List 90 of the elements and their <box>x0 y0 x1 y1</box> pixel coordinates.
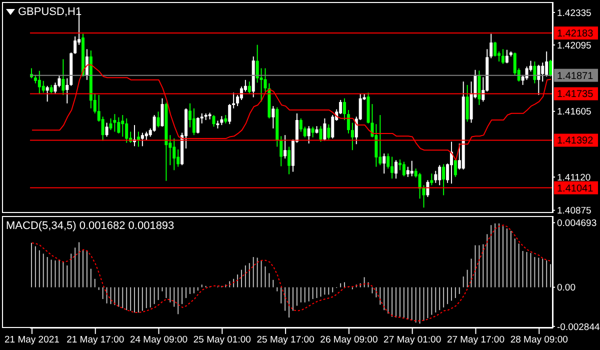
ref-line-label: 1.41041 <box>557 183 594 194</box>
candlestick <box>434 170 438 184</box>
x-tick-label: 25 May 17:00 <box>256 334 314 346</box>
candlestick <box>410 160 414 177</box>
candlestick <box>240 86 243 100</box>
x-tick-label: 25 May 01:00 <box>193 334 251 346</box>
candlestick <box>125 118 128 144</box>
candlestick <box>545 50 548 78</box>
candlestick <box>280 136 283 167</box>
candlestick <box>319 126 322 142</box>
candlestick <box>288 146 291 175</box>
candlestick <box>109 118 112 131</box>
candlestick <box>160 98 164 128</box>
x-tick-label: 21 May 2021 <box>4 334 60 346</box>
candlestick <box>346 110 350 134</box>
x-tick-label: 21 May 17:00 <box>66 334 124 346</box>
candlestick <box>156 111 160 128</box>
candlestick <box>442 164 446 196</box>
candlestick <box>549 59 552 78</box>
candlestick <box>343 98 346 121</box>
candlestick <box>505 49 508 64</box>
candlestick <box>212 114 216 128</box>
ref-line-label: 1.42183 <box>557 28 594 40</box>
y-tick-label: 0.00 <box>557 282 576 294</box>
candlestick <box>256 44 259 84</box>
y-tick-label: 1.42335 <box>557 8 592 19</box>
candlestick <box>105 122 108 138</box>
candlestick <box>299 118 302 132</box>
candlestick <box>152 114 156 132</box>
candlestick <box>42 80 45 94</box>
candlestick <box>66 78 69 104</box>
chart-title: MACD(5,34,5) 0.001682 0.001893 <box>6 220 174 232</box>
x-tick-label: 26 May 09:00 <box>320 334 378 346</box>
candlestick <box>541 62 544 82</box>
candlestick <box>74 36 77 54</box>
ref-line-label: 1.41735 <box>557 89 594 100</box>
y-tick-label: 0.004693 <box>557 218 597 230</box>
candlestick <box>501 48 504 64</box>
candlestick <box>426 180 430 198</box>
candlestick <box>307 126 310 144</box>
candlestick <box>228 104 232 125</box>
candlestick <box>248 81 251 94</box>
candlestick <box>176 148 180 168</box>
candlestick <box>466 84 469 122</box>
candlestick <box>232 92 236 109</box>
candlestick <box>406 166 410 178</box>
ref-line-label: 1.41871 <box>557 70 594 82</box>
x-tick-label: 28 May 09:00 <box>510 334 568 346</box>
x-tick-label: 24 May 09:00 <box>130 334 188 346</box>
candlestick <box>311 126 314 138</box>
candlestick <box>196 116 200 134</box>
candlestick <box>121 114 124 138</box>
candlestick <box>438 164 442 186</box>
candlestick <box>454 158 457 178</box>
candlestick <box>38 70 41 95</box>
y-tick-label: 1.41605 <box>557 106 592 118</box>
candlestick <box>140 132 144 147</box>
candlestick <box>394 160 398 180</box>
candlestick <box>402 161 406 177</box>
candlestick <box>350 122 354 151</box>
candlestick <box>327 124 330 140</box>
x-tick-label: 27 May 01:00 <box>384 334 442 346</box>
candlestick <box>374 124 378 168</box>
candlestick <box>418 172 422 200</box>
candlestick <box>46 85 49 102</box>
ref-line-label: 1.41392 <box>557 136 594 147</box>
candlestick <box>117 116 120 134</box>
candlestick <box>490 33 493 59</box>
y-tick-label: 1.42095 <box>557 40 592 52</box>
candlestick <box>378 114 382 166</box>
candlestick <box>390 156 394 180</box>
candlestick <box>430 173 434 186</box>
candlestick <box>331 114 334 139</box>
candlestick <box>113 114 116 132</box>
candlestick <box>272 106 275 129</box>
y-tick-label: -0.002844 <box>557 322 600 333</box>
candlestick <box>62 58 65 96</box>
candlestick <box>494 41 497 57</box>
candlestick <box>537 64 540 96</box>
candlestick <box>172 138 176 171</box>
candlestick <box>192 108 196 136</box>
y-tick-label: 1.40875 <box>557 206 592 217</box>
candlestick <box>323 118 326 142</box>
y-tick-label: 1.41120 <box>557 172 591 184</box>
candlestick <box>382 153 386 174</box>
candlestick <box>386 153 390 170</box>
chart-title: GBPUSD,H1 <box>18 6 82 18</box>
candlestick <box>284 134 287 160</box>
candlestick <box>533 60 536 84</box>
x-tick-label: 27 May 17:00 <box>446 334 505 346</box>
